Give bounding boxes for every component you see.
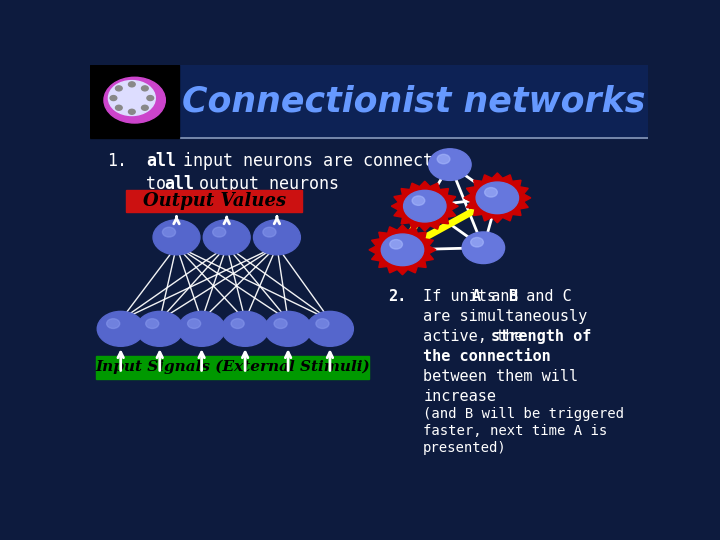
Circle shape: [437, 154, 450, 164]
Circle shape: [316, 319, 329, 328]
Circle shape: [187, 319, 201, 328]
Circle shape: [128, 109, 135, 114]
Circle shape: [307, 312, 354, 346]
Circle shape: [404, 191, 446, 222]
Polygon shape: [464, 173, 531, 223]
Circle shape: [142, 105, 148, 110]
Text: 1.: 1.: [107, 152, 127, 170]
Text: B: B: [508, 289, 517, 305]
Circle shape: [212, 227, 226, 237]
Text: to: to: [145, 175, 176, 193]
Circle shape: [485, 187, 498, 197]
Circle shape: [110, 96, 117, 100]
Text: input neurons are connected: input neurons are connected: [173, 152, 453, 170]
Circle shape: [203, 220, 250, 255]
Bar: [90, 65, 648, 138]
Text: output neurons: output neurons: [189, 175, 339, 193]
Text: all: all: [145, 152, 176, 170]
Circle shape: [97, 312, 144, 346]
Text: Input Signals (External Stimuli): Input Signals (External Stimuli): [95, 360, 369, 374]
Circle shape: [145, 319, 159, 328]
Text: (and B will be triggered: (and B will be triggered: [423, 407, 624, 421]
Circle shape: [109, 80, 156, 116]
Polygon shape: [392, 181, 458, 231]
Bar: [90, 65, 179, 138]
Text: presented): presented): [423, 441, 507, 455]
Circle shape: [222, 312, 269, 346]
Text: Output Values: Output Values: [143, 192, 286, 210]
Circle shape: [163, 227, 176, 237]
Text: Connectionist networks: Connectionist networks: [182, 84, 645, 118]
Text: faster, next time A is: faster, next time A is: [423, 424, 608, 438]
Circle shape: [476, 182, 518, 214]
Circle shape: [147, 96, 153, 100]
Text: If units: If units: [423, 289, 505, 305]
Circle shape: [231, 319, 244, 328]
Circle shape: [462, 232, 505, 264]
Bar: [126, 190, 302, 212]
Circle shape: [115, 105, 122, 110]
Bar: [96, 356, 369, 379]
Text: all: all: [164, 175, 194, 193]
Circle shape: [142, 86, 148, 91]
Circle shape: [471, 238, 483, 247]
Text: A: A: [472, 289, 482, 305]
Text: are simultaneously: are simultaneously: [423, 309, 588, 325]
Circle shape: [128, 82, 135, 87]
Text: strength of: strength of: [491, 329, 592, 344]
Text: increase: increase: [423, 389, 496, 404]
Circle shape: [136, 312, 183, 346]
Circle shape: [274, 319, 287, 328]
Circle shape: [263, 227, 276, 237]
Circle shape: [428, 149, 471, 180]
Text: 2.: 2.: [389, 289, 407, 305]
Circle shape: [153, 220, 200, 255]
Text: and C: and C: [517, 289, 572, 305]
Circle shape: [115, 86, 122, 91]
Text: and: and: [482, 289, 527, 305]
Polygon shape: [369, 225, 436, 275]
Circle shape: [390, 240, 402, 249]
Circle shape: [382, 234, 423, 266]
Circle shape: [107, 319, 120, 328]
Circle shape: [104, 77, 166, 123]
Text: active, the: active, the: [423, 329, 533, 344]
Text: between them will: between them will: [423, 369, 578, 384]
Text: the connection: the connection: [423, 349, 551, 364]
Circle shape: [178, 312, 225, 346]
Circle shape: [253, 220, 300, 255]
Circle shape: [265, 312, 312, 346]
Circle shape: [412, 196, 425, 205]
